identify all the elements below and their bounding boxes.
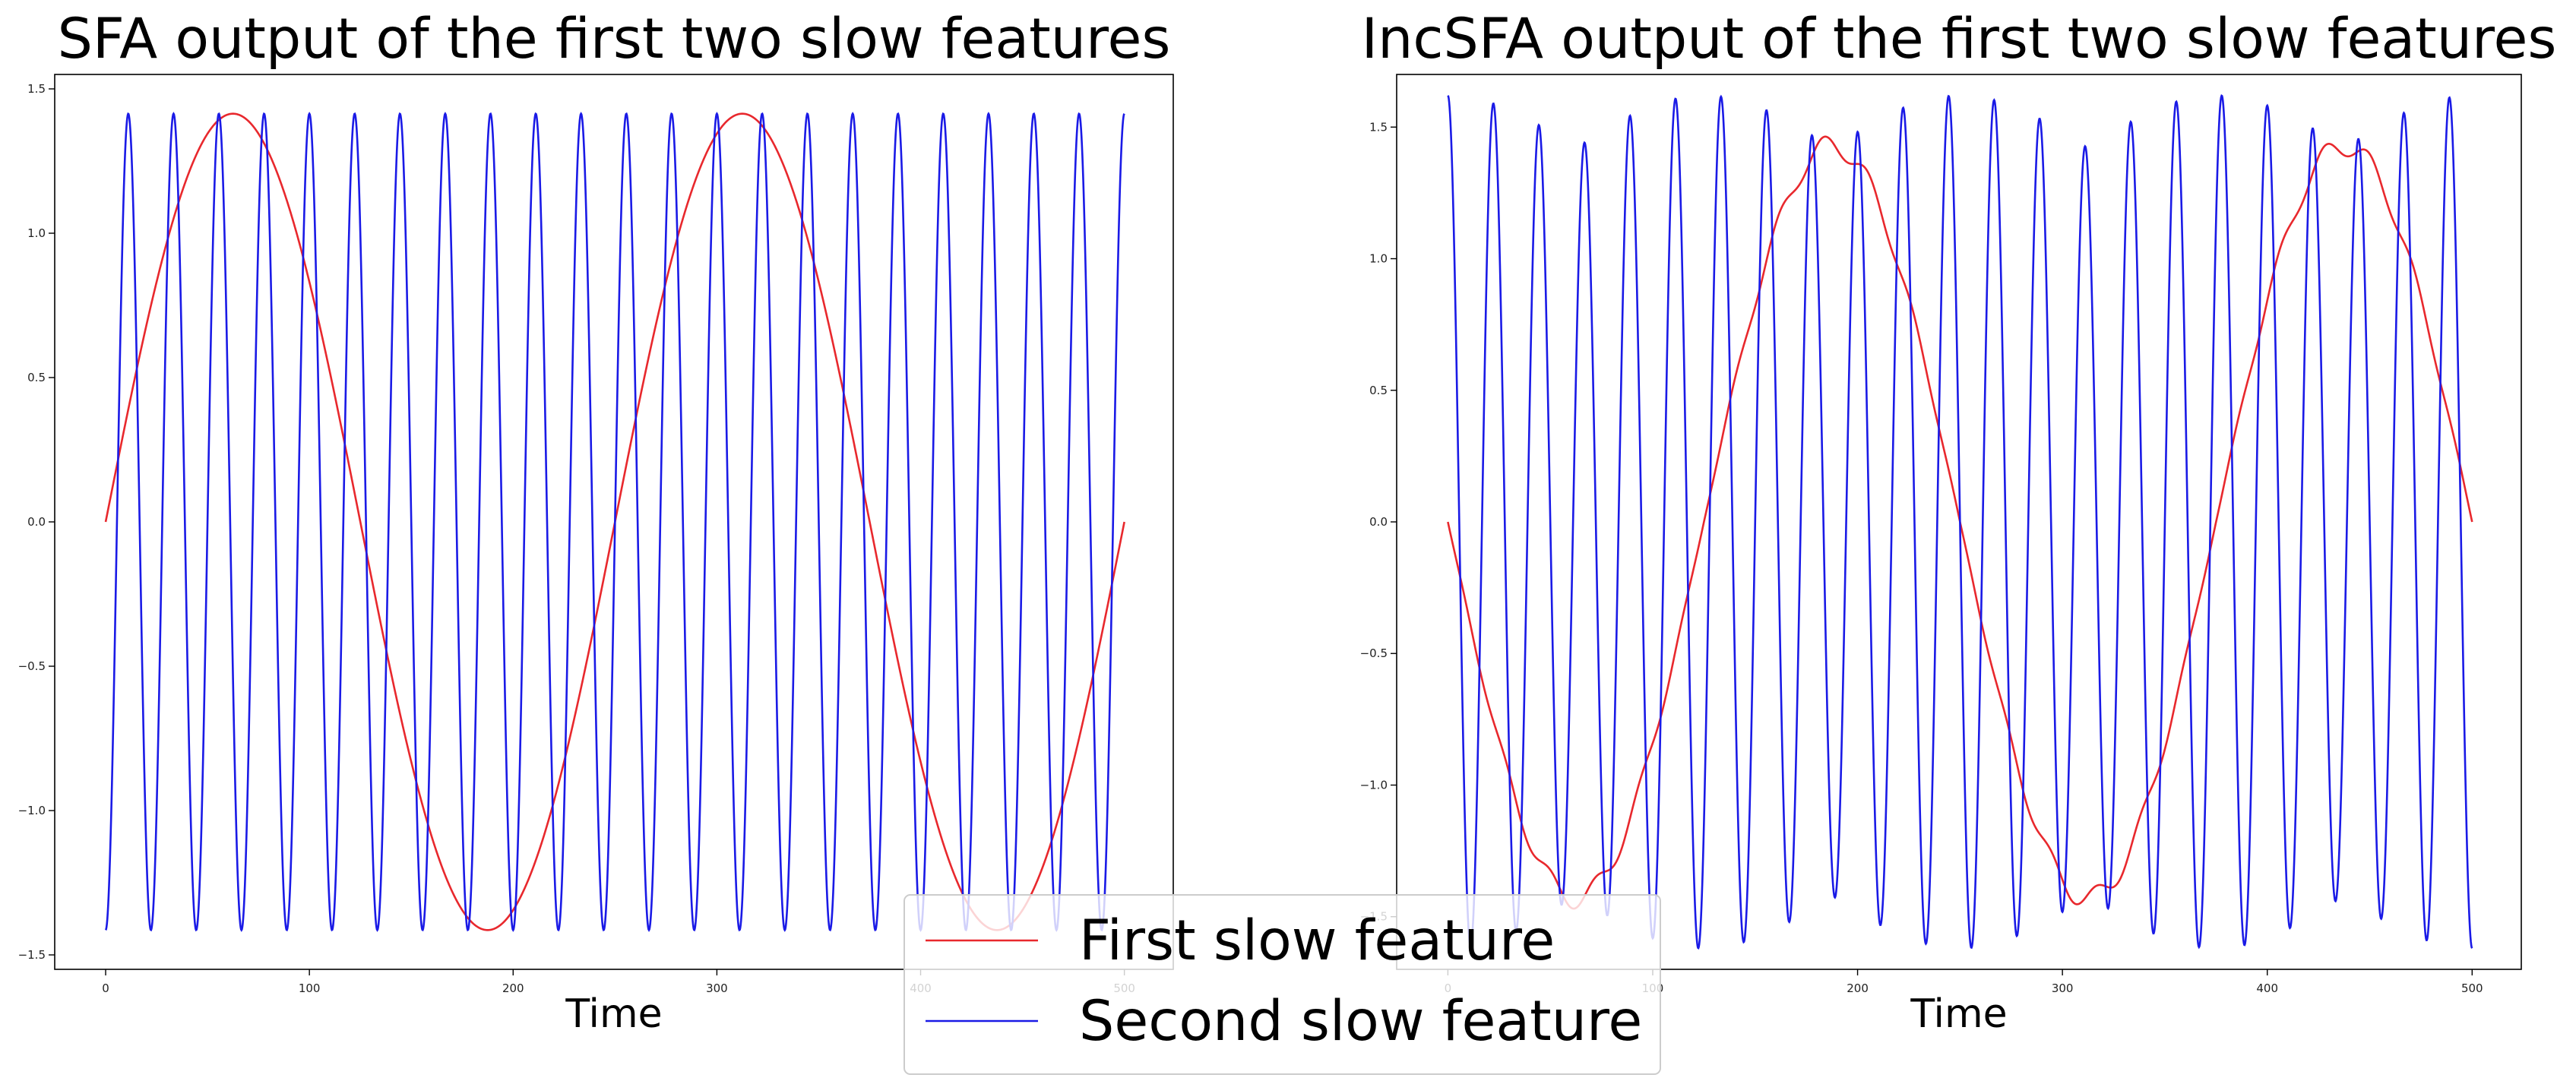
x-tick-label: 500	[2461, 981, 2483, 995]
x-axis-label: Time	[1910, 991, 2007, 1037]
chart-title: SFA output of the first two slow feature…	[58, 7, 1171, 71]
y-tick-label: 0.0	[1369, 515, 1388, 529]
chart-panel-1: 0100200300400500−1.5−1.0−0.50.00.51.01.5…	[18, 7, 1174, 1037]
legend: First slow feature Second slow feature	[903, 894, 1661, 1075]
series-line-second-slow-feature	[104, 112, 1125, 932]
x-tick-label: 100	[299, 981, 321, 995]
y-tick-label: −1.0	[18, 804, 46, 817]
y-tick-label: 0.5	[1369, 384, 1388, 397]
legend-label: First slow feature	[1079, 909, 1555, 973]
x-tick-label: 300	[2052, 981, 2074, 995]
y-tick-label: 1.5	[1369, 120, 1388, 134]
legend-label: Second slow feature	[1079, 989, 1642, 1054]
y-tick-label: −0.5	[18, 659, 46, 673]
y-tick-label: 0.5	[27, 371, 46, 384]
y-tick-label: 1.0	[27, 226, 46, 240]
legend-box	[903, 894, 1661, 1075]
x-tick-label: 0	[102, 981, 109, 995]
x-tick-label: 300	[706, 981, 728, 995]
x-tick-label: 400	[2256, 981, 2278, 995]
chart-title: IncSFA output of the first two slow feat…	[1362, 7, 2557, 71]
y-tick-label: −1.5	[18, 948, 46, 962]
y-tick-label: 1.5	[27, 82, 46, 96]
x-tick-label: 200	[502, 981, 524, 995]
chart-panel-2: 0100200300400500−1.5−1.0−0.50.00.51.01.5…	[1360, 7, 2557, 1037]
x-tick-label: 200	[1847, 981, 1869, 995]
y-tick-label: −1.0	[1360, 778, 1388, 792]
y-tick-label: 0.0	[27, 515, 46, 529]
x-axis-label: Time	[565, 991, 662, 1037]
y-tick-label: 1.0	[1369, 252, 1388, 266]
series-line-second-slow-feature	[1447, 94, 2473, 950]
y-tick-label: −0.5	[1360, 646, 1388, 660]
